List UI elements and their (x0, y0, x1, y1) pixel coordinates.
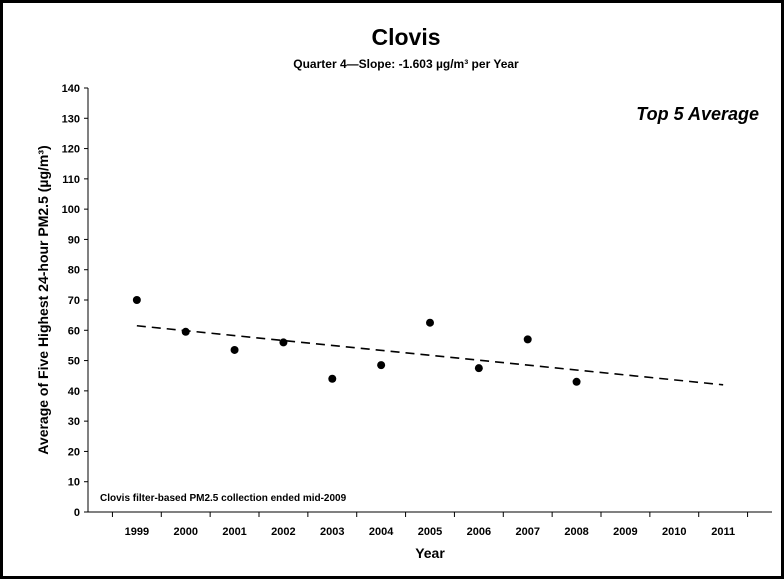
y-tick-label: 0 (74, 507, 80, 519)
footnote: Clovis filter-based PM2.5 collection end… (100, 493, 347, 504)
y-tick-label: 120 (62, 144, 80, 156)
x-tick-label: 2009 (613, 526, 637, 538)
x-tick-label: 2005 (418, 526, 442, 538)
y-tick-label: 80 (68, 265, 80, 277)
data-point (523, 335, 532, 344)
data-point (572, 377, 581, 386)
top5-annotation: Top 5 Average (636, 104, 759, 124)
data-point (328, 374, 337, 383)
chart-title: Clovis (371, 24, 440, 50)
trendline-group (136, 324, 724, 386)
data-point (474, 364, 483, 373)
y-tick-label: 110 (62, 174, 80, 186)
y-tick-label: 130 (62, 113, 80, 125)
trendline (136, 324, 724, 386)
x-tick-label: 2003 (320, 526, 344, 538)
y-tick-label: 70 (68, 295, 80, 307)
y-tick-label: 100 (62, 204, 80, 216)
y-tick-label: 10 (68, 477, 80, 489)
data-point (181, 327, 190, 336)
x-tick-label: 2002 (271, 526, 295, 538)
data-point (279, 338, 288, 347)
data-point (377, 361, 386, 370)
x-tick-label: 2008 (564, 526, 588, 538)
x-tick-label: 2006 (467, 526, 491, 538)
x-tick-label: 2010 (662, 526, 686, 538)
y-tick-label: 40 (68, 386, 80, 398)
x-axis-label: Year (415, 545, 445, 561)
y-tick-label: 90 (68, 234, 80, 246)
x-tick-label: 2004 (369, 526, 394, 538)
chart-subtitle: Quarter 4—Slope: -1.603 µg/m³ per Year (293, 57, 519, 71)
y-tick-label: 30 (68, 416, 80, 428)
data-points (132, 296, 581, 386)
y-tick-label: 20 (68, 446, 80, 458)
x-tick-label: 2011 (711, 526, 735, 538)
x-tick-label: 1999 (125, 526, 149, 538)
y-axis-label: Average of Five Highest 24-hour PM2.5 (µ… (35, 145, 51, 454)
x-tick-label: 2007 (515, 526, 539, 538)
y-tick-label: 50 (68, 356, 80, 368)
y-tick-label: 140 (62, 83, 80, 95)
x-tick-group: 1999 2000 2001 2002 2003 2004 2005 2006 2007 2008… (111, 512, 749, 538)
x-tick-label: 2000 (173, 526, 197, 538)
data-point (426, 318, 434, 327)
y-tick-label: 60 (68, 325, 80, 337)
data-point (230, 345, 239, 354)
y-tick-group: 0 10 20 30 40 50 60 70 80 90 100 110 120 130 140 (62, 83, 88, 519)
x-tick-label: 2001 (222, 526, 246, 538)
plot-area: 0 10 20 30 40 50 60 70 80 90 100 110 120 130 140 1999 2… (62, 83, 772, 538)
data-point (132, 296, 141, 304)
